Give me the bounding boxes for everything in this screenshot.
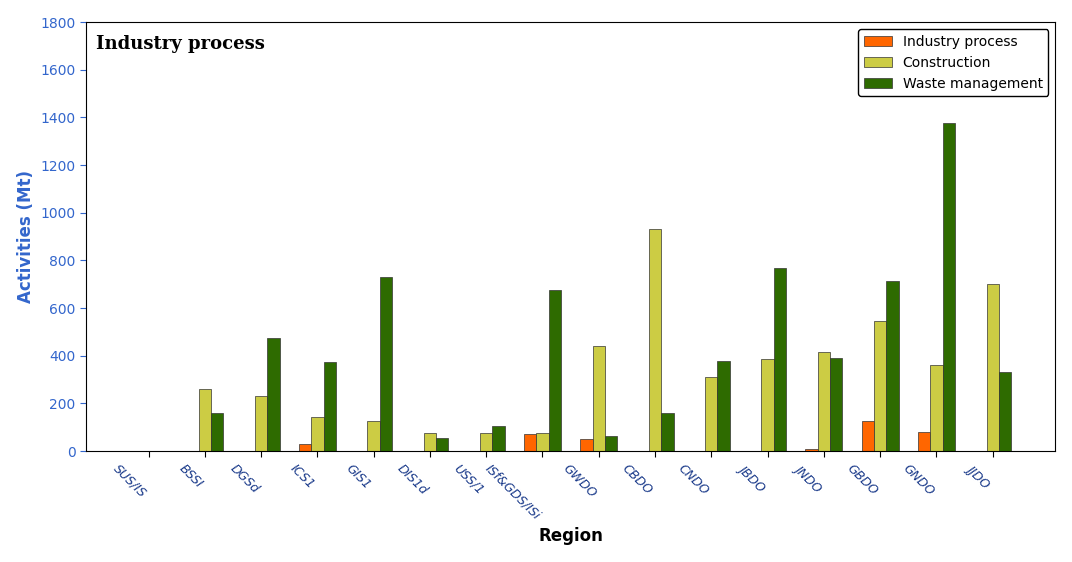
Bar bbox=[705, 377, 717, 451]
Bar bbox=[805, 448, 818, 451]
Bar bbox=[605, 436, 617, 451]
Bar bbox=[536, 433, 549, 451]
Bar bbox=[874, 321, 887, 451]
Bar bbox=[368, 422, 379, 451]
Bar bbox=[423, 433, 436, 451]
Bar bbox=[918, 432, 930, 451]
Bar bbox=[761, 359, 774, 451]
Bar bbox=[549, 290, 561, 451]
Bar bbox=[480, 433, 492, 451]
Bar bbox=[267, 338, 280, 451]
Bar bbox=[942, 124, 955, 451]
Bar bbox=[311, 416, 324, 451]
X-axis label: Region: Region bbox=[538, 527, 604, 545]
Bar bbox=[717, 361, 730, 451]
Bar bbox=[198, 389, 211, 451]
Bar bbox=[999, 373, 1011, 451]
Bar bbox=[818, 352, 830, 451]
Bar bbox=[299, 444, 311, 451]
Bar bbox=[649, 229, 661, 451]
Bar bbox=[436, 438, 448, 451]
Bar bbox=[930, 365, 942, 451]
Bar bbox=[830, 358, 843, 451]
Y-axis label: Activities (Mt): Activities (Mt) bbox=[17, 170, 34, 303]
Bar bbox=[211, 413, 223, 451]
Bar bbox=[324, 362, 336, 451]
Bar bbox=[524, 434, 536, 451]
Text: Industry process: Industry process bbox=[95, 35, 265, 53]
Bar bbox=[862, 422, 874, 451]
Bar bbox=[492, 426, 505, 451]
Bar bbox=[774, 268, 786, 451]
Bar bbox=[580, 439, 593, 451]
Bar bbox=[661, 413, 673, 451]
Bar bbox=[986, 284, 999, 451]
Bar bbox=[379, 277, 392, 451]
Bar bbox=[887, 280, 898, 451]
Legend: Industry process, Construction, Waste management: Industry process, Construction, Waste ma… bbox=[859, 29, 1048, 96]
Bar bbox=[593, 346, 605, 451]
Bar bbox=[255, 396, 267, 451]
